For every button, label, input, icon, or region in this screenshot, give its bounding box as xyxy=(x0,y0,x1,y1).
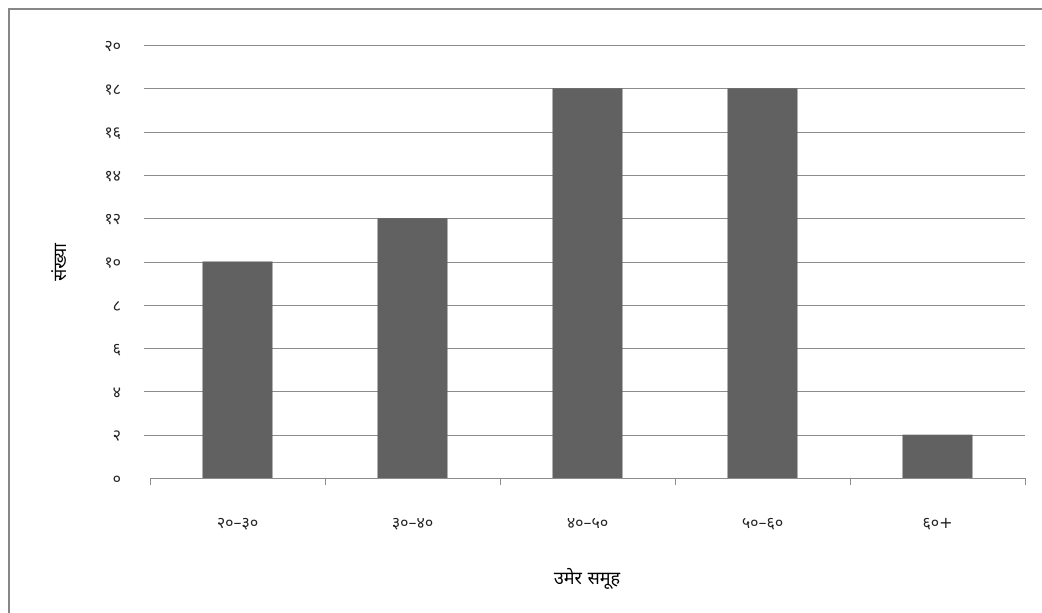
y-tick-label: ० xyxy=(113,469,121,488)
axes xyxy=(150,478,1026,485)
y-tick-label: २ xyxy=(113,426,121,445)
y-tick-label: २० xyxy=(104,36,121,55)
bar xyxy=(727,88,798,479)
x-axis-title: उमेर समूह xyxy=(554,567,621,589)
x-tick-label: २०–३० xyxy=(217,513,258,532)
y-tick-label: ६ xyxy=(113,339,121,358)
x-tick-label: ६०+ xyxy=(922,513,952,532)
x-tick-label: ५०–६० xyxy=(742,513,783,532)
y-tick-label: १२ xyxy=(104,209,121,228)
bar xyxy=(377,218,448,478)
bar xyxy=(902,434,973,478)
x-tick-label: ४०–५० xyxy=(567,513,608,532)
y-tick-label: ४ xyxy=(113,382,121,401)
bar xyxy=(202,261,273,478)
y-tick-label: १० xyxy=(104,253,121,272)
y-tick-label: १४ xyxy=(104,166,121,185)
y-tick-label: १८ xyxy=(104,79,121,98)
tick-labels: ० २ ४ ६ ८ १० १२ १४ १६ १८ २० २०–३० ३०–४० ४०–५० ५०–६० ६०+ xyxy=(104,36,952,532)
y-tick-label: ८ xyxy=(113,296,121,315)
bar xyxy=(552,88,623,479)
y-axis-title: संख्या xyxy=(50,243,71,281)
bars xyxy=(202,88,973,479)
chart-frame xyxy=(8,8,1042,613)
x-tick-label: ३०–४० xyxy=(392,513,433,532)
y-tick-label: १६ xyxy=(104,123,121,142)
